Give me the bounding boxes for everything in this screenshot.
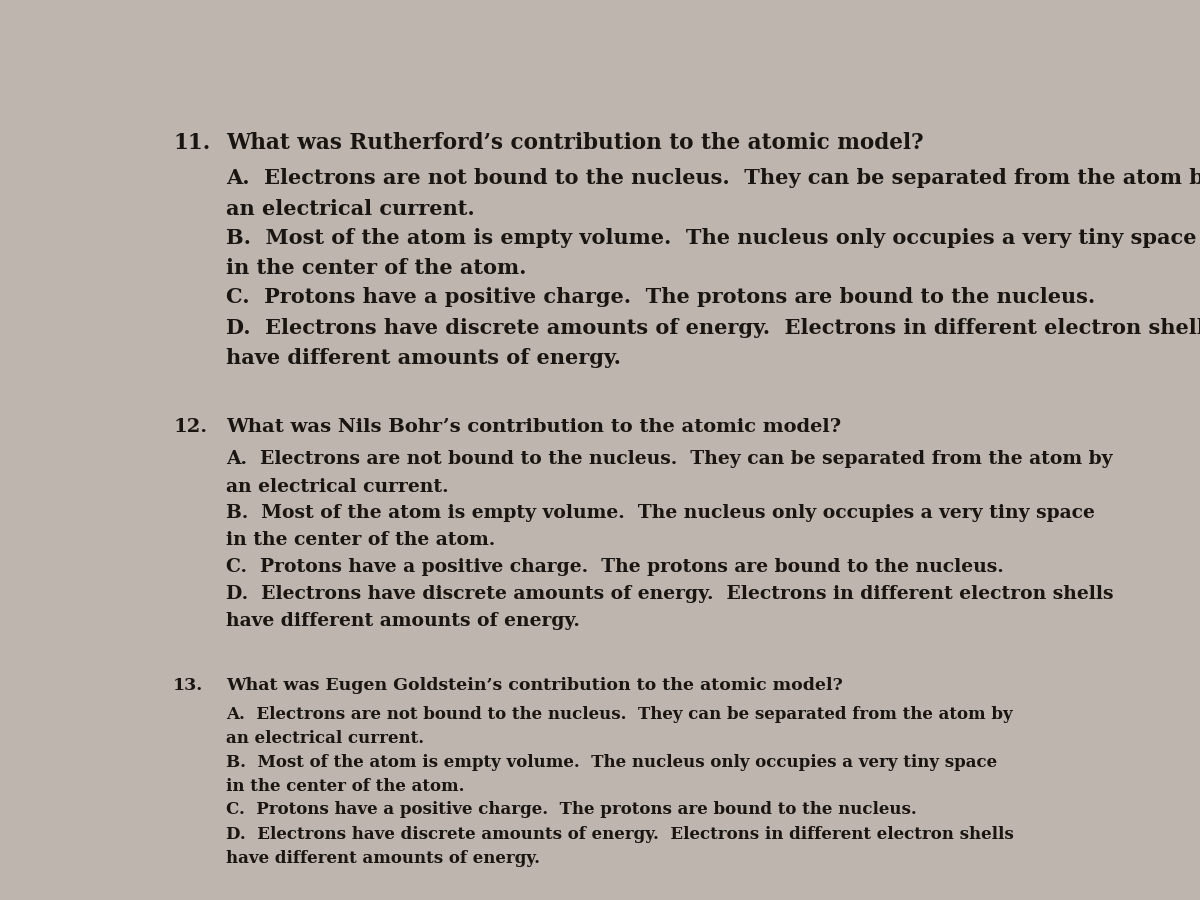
Text: B.  Most of the atom is empty volume.  The nucleus only occupies a very tiny spa: B. Most of the atom is empty volume. The… [227, 228, 1196, 248]
Text: D.  Electrons have discrete amounts of energy.  Electrons in different electron : D. Electrons have discrete amounts of en… [227, 825, 1014, 842]
Text: A.  Electrons are not bound to the nucleus.  They can be separated from the atom: A. Electrons are not bound to the nucleu… [227, 706, 1013, 723]
Text: B.  Most of the atom is empty volume.  The nucleus only occupies a very tiny spa: B. Most of the atom is empty volume. The… [227, 753, 997, 770]
Text: an electrical current.: an electrical current. [227, 730, 425, 747]
Text: C.  Protons have a positive charge.  The protons are bound to the nucleus.: C. Protons have a positive charge. The p… [227, 287, 1096, 308]
Text: have different amounts of energy.: have different amounts of energy. [227, 850, 540, 867]
Text: What was Rutherford’s contribution to the atomic model?: What was Rutherford’s contribution to th… [227, 132, 924, 154]
Text: 13.: 13. [173, 677, 204, 694]
Text: in the center of the atom.: in the center of the atom. [227, 258, 527, 278]
Text: have different amounts of energy.: have different amounts of energy. [227, 348, 622, 368]
Text: D.  Electrons have discrete amounts of energy.  Electrons in different electron : D. Electrons have discrete amounts of en… [227, 585, 1114, 603]
Text: A.  Electrons are not bound to the nucleus.  They can be separated from the atom: A. Electrons are not bound to the nucleu… [227, 450, 1112, 468]
Text: B.  Most of the atom is empty volume.  The nucleus only occupies a very tiny spa: B. Most of the atom is empty volume. The… [227, 504, 1096, 522]
Text: an electrical current.: an electrical current. [227, 478, 449, 496]
Text: What was Eugen Goldstein’s contribution to the atomic model?: What was Eugen Goldstein’s contribution … [227, 677, 844, 694]
Text: in the center of the atom.: in the center of the atom. [227, 531, 496, 549]
Text: have different amounts of energy.: have different amounts of energy. [227, 613, 580, 631]
Text: 11.: 11. [173, 132, 210, 154]
Text: A.  Electrons are not bound to the nucleus.  They can be separated from the atom: A. Electrons are not bound to the nucleu… [227, 168, 1200, 188]
Text: What was Nils Bohr’s contribution to the atomic model?: What was Nils Bohr’s contribution to the… [227, 418, 841, 436]
Text: C.  Protons have a positive charge.  The protons are bound to the nucleus.: C. Protons have a positive charge. The p… [227, 801, 917, 818]
Text: in the center of the atom.: in the center of the atom. [227, 778, 464, 795]
Text: C.  Protons have a positive charge.  The protons are bound to the nucleus.: C. Protons have a positive charge. The p… [227, 558, 1004, 576]
Text: an electrical current.: an electrical current. [227, 199, 475, 219]
Text: 12.: 12. [173, 418, 208, 436]
Text: D.  Electrons have discrete amounts of energy.  Electrons in different electron : D. Electrons have discrete amounts of en… [227, 318, 1200, 338]
